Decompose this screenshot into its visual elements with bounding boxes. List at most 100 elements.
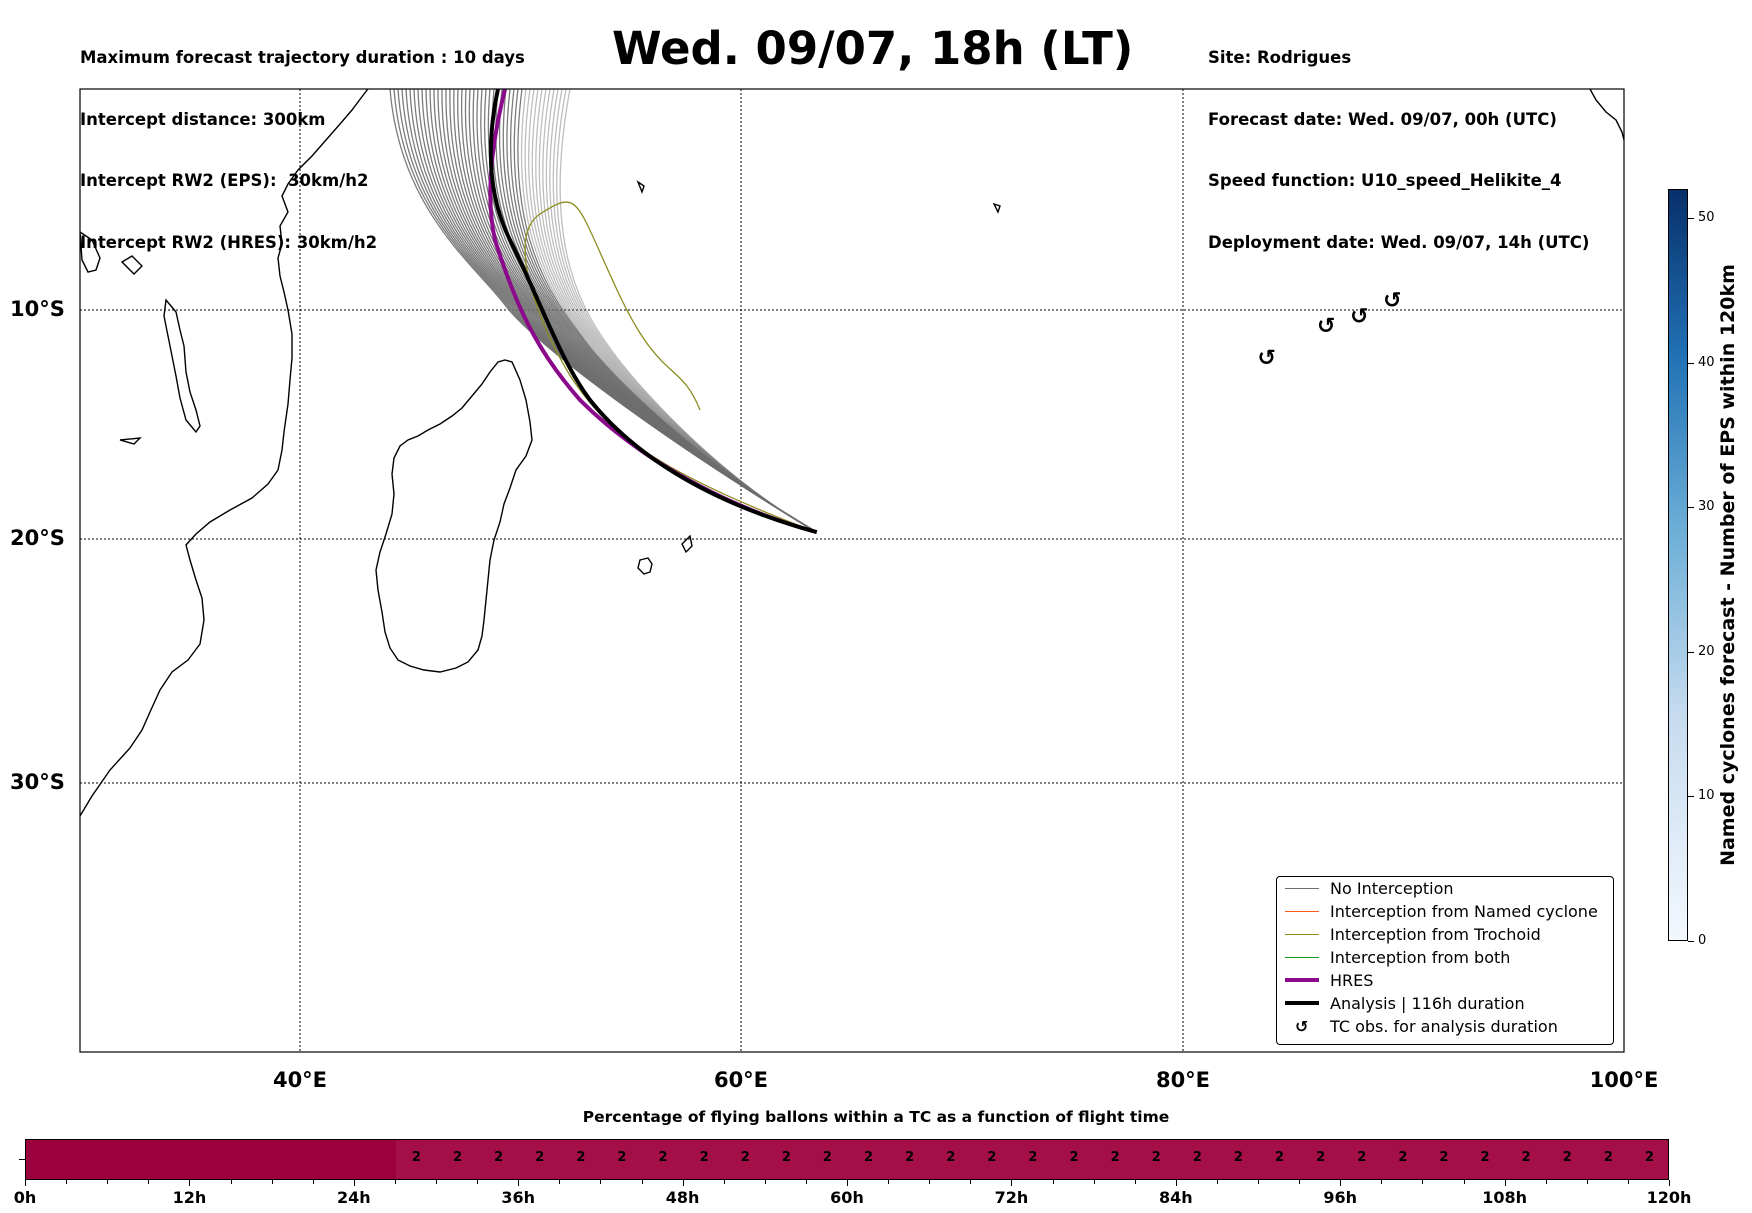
timeline-cell-value: 2 [411,1150,421,1165]
legend-item-no-interception: No Interception [1277,877,1613,900]
timeline-cell-value: 2 [1151,1150,1161,1165]
timeline-tick [477,1180,479,1184]
legend-swatch [1285,956,1319,958]
timeline-cell-value: 2 [1521,1150,1531,1165]
lat-label-20s: 20°S [10,526,65,550]
gridlines [80,89,1624,1052]
eps-trajectory [429,89,818,533]
timeline-cell-value: 2 [740,1150,750,1165]
eps-trajectory [531,89,818,533]
lon-label-40e: 40°E [272,1068,328,1092]
timeline-tick [1422,1180,1424,1184]
eps-trajectory [552,89,818,533]
timeline-tick-label: 24h [336,1188,371,1207]
timeline-tick [148,1180,150,1184]
map-title: Wed. 09/07, 18h (LT) [612,22,1134,75]
legend-label: Interception from Trochoid [1330,925,1541,944]
legend-label: Interception from both [1330,948,1511,967]
colorbar-tick-label: 0 [1698,933,1707,948]
timeline-tick [929,1180,931,1184]
timeline-tick-label: 0h [13,1188,37,1207]
timeline-cell-value: 2 [1562,1150,1572,1165]
header-left-info: Maximum forecast trajectory duration : 1… [80,7,525,274]
timeline-tick [1586,1180,1588,1184]
timeline-tick [394,1180,396,1184]
eps-trajectory [559,89,818,533]
eps-trajectory [524,89,818,533]
timeline-cell-value: 2 [781,1150,791,1165]
timeline-tick [764,1180,766,1184]
eps-trajectory [520,89,818,533]
timeline-tick [66,1180,68,1184]
eps-trajectory [421,89,818,533]
intercept-eps-line: Intercept RW2 (EPS): 30km/h2 [80,171,369,190]
seychelles-coast [636,180,645,195]
eps-trajectory [538,89,818,533]
timeline-cell-value: 2 [864,1150,874,1165]
timeline-tick [25,1180,26,1186]
timeline-tick [888,1180,890,1184]
legend-label: HRES [1330,971,1374,990]
colorbar-title: Named cyclones forecast - Number of EPS … [1717,264,1739,866]
timeline-cell-value: 2 [905,1150,915,1165]
eps-trajectory [405,89,818,533]
east-coast [1589,89,1624,141]
eps-trajectory [413,89,818,533]
map-legend: No Interception Interception from Named … [1276,876,1614,1045]
legend-item-analysis: Analysis | 116h duration [1277,992,1613,1015]
main-trajectories [488,89,818,535]
eps-trajectory [441,89,818,533]
timeline-tick [1175,1180,1177,1186]
timeline-tick-label: 48h [665,1188,700,1207]
timeline-cell-value: 2 [1316,1150,1326,1165]
timeline-tick [1011,1180,1013,1186]
eps-trajectory [425,89,818,533]
cyclone-icon: ↺ [1383,289,1401,314]
timeline-tick [1545,1180,1547,1184]
eps-trajectory [417,89,818,533]
timeline-cell-value: 2 [1439,1150,1449,1165]
timeline-tick-label: 108h [1482,1188,1527,1207]
analysis-trajectory [488,89,818,535]
legend-swatch [1285,910,1319,912]
legend-swatch [1285,887,1319,889]
timeline-tick [1258,1180,1259,1184]
timeline-cell-value: 2 [617,1150,627,1165]
timeline-cell-value: 2 [1480,1150,1490,1165]
colorbar-tick-label: 30 [1698,499,1715,515]
max-duration-line: Maximum forecast trajectory duration : 1… [80,48,525,67]
timeline-tick [271,1180,273,1184]
timeline-cell-value: 2 [658,1150,668,1165]
intercept-distance-line: Intercept distance: 300km [80,109,326,129]
timeline-cell-value: 2 [699,1150,709,1165]
timeline-tick [1299,1180,1301,1184]
site-line: Site: Rodrigues [1208,48,1352,67]
timeline-tick [1052,1180,1054,1184]
timeline-tick [436,1180,437,1184]
speed-function-line: Speed function: U10_speed_Helikite_4 [1208,171,1562,190]
timeline-tick-label: 120h [1646,1188,1692,1207]
timeline-cell-value: 2 [535,1150,545,1165]
legend-swatch [1285,1001,1319,1005]
mauritius-coast [637,557,653,575]
colorbar-tick [1688,651,1694,653]
africa-coast [80,89,369,817]
islands-west [80,231,101,273]
colorbar-tick [1688,941,1694,942]
legend-label: Analysis | 116h duration [1330,994,1525,1013]
colorbar-tick-label: 10 [1698,788,1715,804]
legend-swatch [1285,933,1319,935]
legend-label: TC obs. for analysis duration [1330,1017,1558,1036]
timeline-tick [107,1180,109,1184]
colorbar-tick [1688,217,1694,219]
timeline-tick [518,1180,520,1186]
legend-item-named-cyclone: Interception from Named cyclone [1277,900,1613,923]
legend-label: No Interception [1330,879,1454,898]
legend-label: Interception from Named cyclone [1330,902,1598,921]
timeline-bar: 2 2 2 2 2 2 2 2 2 2 2 2 2 2 2 2 2 2 2 2 2 2 2 2 2 2 2 2 2 2 2 [25,1139,1669,1180]
intercept-hres-line: Intercept RW2 (HRES): 30km/h2 [80,232,378,252]
timeline-tick-label: 72h [994,1188,1029,1207]
lat-label-30s: 30°S [10,770,65,794]
eps-trajectory [449,89,818,533]
timeline-cell-value: 2 [1069,1150,1079,1165]
